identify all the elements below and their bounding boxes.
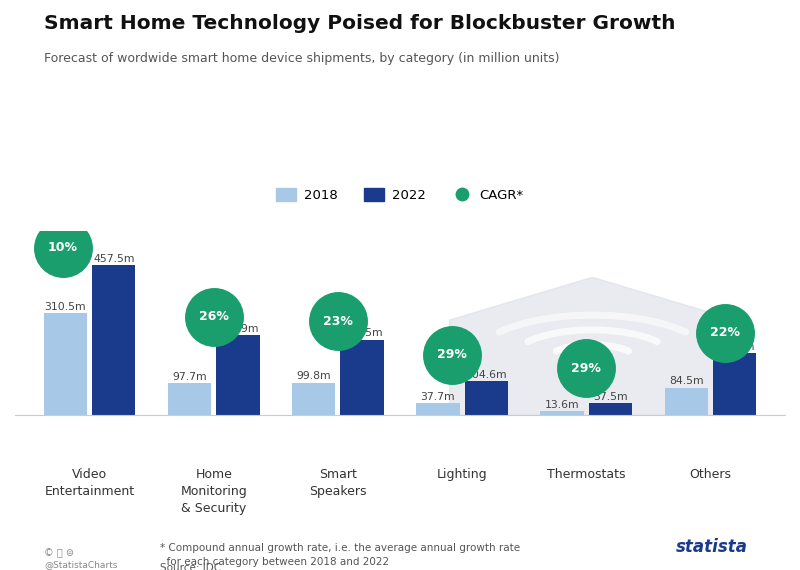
Bar (540, 411, 584, 416)
Text: 84.5m: 84.5m (669, 376, 703, 386)
Point (719, 328, 732, 337)
Bar (465, 381, 508, 416)
Text: 97.7m: 97.7m (172, 372, 207, 382)
Text: @StatistaCharts: @StatistaCharts (44, 560, 118, 569)
Text: © ⓘ ⊜: © ⓘ ⊜ (44, 548, 74, 559)
Text: 37.5m: 37.5m (593, 392, 628, 402)
Text: 189.3m: 189.3m (714, 342, 755, 352)
Text: 29%: 29% (438, 348, 467, 361)
Bar (216, 335, 260, 416)
Text: 104.6m: 104.6m (466, 369, 507, 380)
Legend: 2018, 2022, CAGR*: 2018, 2022, CAGR* (271, 182, 529, 207)
Text: Forecast of wordwide smart home device shipments, by category (in million units): Forecast of wordwide smart home device s… (44, 52, 559, 66)
Text: 26%: 26% (198, 310, 229, 323)
Bar (340, 340, 384, 416)
Point (446, 350, 458, 359)
Point (580, 364, 593, 373)
Text: 23%: 23% (323, 315, 353, 328)
Bar (416, 403, 460, 416)
Point (57, 243, 70, 253)
Text: 22%: 22% (710, 326, 740, 339)
Text: 37.7m: 37.7m (421, 392, 455, 402)
Bar (292, 382, 335, 416)
Text: 10%: 10% (48, 241, 78, 254)
Point (331, 317, 344, 326)
Text: Source: IDC: Source: IDC (160, 563, 221, 570)
Text: 244.9m: 244.9m (217, 324, 258, 333)
Text: 310.5m: 310.5m (45, 302, 86, 312)
Bar (168, 383, 211, 416)
Bar (43, 314, 87, 416)
Text: 230.5m: 230.5m (342, 328, 383, 338)
Bar (665, 388, 708, 416)
Polygon shape (450, 277, 735, 416)
Bar (92, 265, 135, 416)
Text: 29%: 29% (571, 362, 602, 375)
Point (207, 312, 220, 321)
Bar (713, 353, 757, 416)
Bar (589, 403, 632, 416)
Text: 13.6m: 13.6m (545, 400, 579, 409)
Text: * Compound annual growth rate, i.e. the average annual growth rate
  for each ca: * Compound annual growth rate, i.e. the … (160, 543, 520, 567)
Text: statista: statista (676, 538, 748, 556)
Text: 457.5m: 457.5m (93, 254, 134, 264)
Text: 99.8m: 99.8m (296, 371, 331, 381)
Text: Smart Home Technology Poised for Blockbuster Growth: Smart Home Technology Poised for Blockbu… (44, 14, 675, 33)
